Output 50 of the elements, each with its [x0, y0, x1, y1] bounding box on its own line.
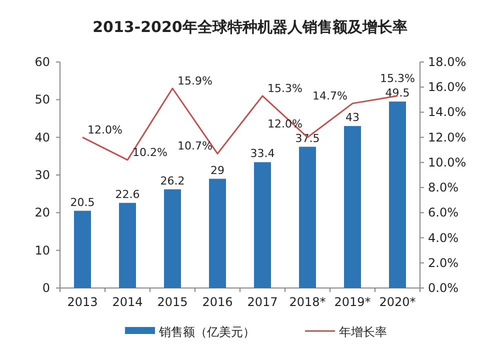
y2-tick-label: 6.0%: [428, 206, 458, 220]
data-label: 29: [210, 164, 224, 177]
x-tick-label: 2018*: [289, 295, 326, 309]
bar: [344, 126, 361, 288]
data-label: 12.0%: [88, 123, 122, 136]
legend-label: 销售额（亿美元）: [158, 325, 255, 339]
y-tick-label: 60: [34, 55, 50, 69]
y-tick-label: 40: [34, 130, 50, 144]
data-label: 15.3%: [268, 82, 302, 95]
x-tick-label: 2019*: [334, 295, 371, 309]
chart-title: 2013-2020年全球特种机器人销售额及增长率: [92, 18, 408, 36]
data-label: 15.9%: [178, 74, 212, 88]
y-tick-label: 20: [34, 206, 50, 220]
data-label: 15.3%: [380, 72, 415, 85]
y2-tick-label: 12.0%: [428, 130, 466, 144]
y2-tick-label: 18.0%: [428, 55, 466, 69]
data-label: 33.4: [250, 147, 275, 160]
x-tick-label: 2013: [67, 295, 98, 309]
data-label: 26.2: [160, 174, 185, 188]
y2-tick-label: 8.0%: [428, 180, 458, 195]
y2-tick-label: 4.0%: [428, 230, 458, 245]
bar: [119, 202, 136, 288]
y2-tick-label: 10.0%: [428, 155, 466, 170]
y2-tick-label: 0.0%: [428, 281, 458, 295]
y2-tick-label: 2.0%: [428, 256, 458, 270]
data-label: 43: [346, 111, 360, 124]
data-label: 22.6: [115, 188, 140, 201]
legend-label: 年增长率: [339, 325, 387, 339]
y-tick-label: 10: [34, 243, 50, 258]
x-tick-label: 2020*: [379, 295, 416, 309]
bar: [299, 146, 316, 288]
data-label: 14.7%: [312, 89, 348, 102]
x-tick-label: 2015: [157, 295, 188, 309]
bar: [74, 210, 91, 288]
bar: [389, 102, 406, 288]
data-label: 49.5: [385, 86, 410, 100]
bar: [254, 162, 271, 288]
bar: [164, 189, 181, 288]
y-tick-label: 30: [34, 168, 50, 182]
y2-tick-label: 14.0%: [428, 105, 466, 120]
y-tick-label: 50: [34, 92, 50, 107]
x-tick-label: 2014: [112, 295, 143, 309]
data-label: 20.5: [70, 196, 95, 209]
data-label: 10.7%: [178, 140, 212, 153]
y-tick-label: 0: [42, 281, 50, 295]
x-tick-label: 2017: [247, 295, 278, 309]
data-label: 10.2%: [132, 146, 168, 159]
bar: [209, 178, 226, 288]
x-tick-label: 2016: [202, 295, 233, 309]
y2-tick-label: 16.0%: [428, 80, 466, 94]
